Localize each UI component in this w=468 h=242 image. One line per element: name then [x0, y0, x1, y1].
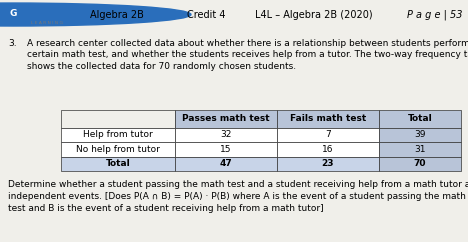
Text: 15: 15	[220, 145, 232, 154]
Text: Fails math test: Fails math test	[290, 114, 366, 123]
Bar	[175, 110, 277, 128]
Text: L4L – Algebra 2B (2020): L4L – Algebra 2B (2020)	[255, 10, 373, 20]
Text: 16: 16	[322, 145, 334, 154]
Text: A research center collected data about whether there is a relationship between s: A research center collected data about w…	[27, 39, 468, 71]
Text: No help from tutor: No help from tutor	[76, 145, 160, 154]
Text: 7: 7	[325, 130, 331, 139]
Bar	[379, 110, 461, 128]
Text: Credit 4: Credit 4	[187, 10, 225, 20]
Text: L E A R N I N G: L E A R N I N G	[31, 21, 63, 25]
Bar	[277, 110, 379, 128]
Text: 32: 32	[220, 130, 232, 139]
Circle shape	[0, 3, 191, 26]
Text: Passes math test: Passes math test	[182, 114, 270, 123]
Bar	[175, 128, 277, 142]
Text: 70: 70	[414, 159, 426, 168]
Bar	[175, 157, 277, 171]
Bar	[61, 157, 175, 171]
Bar	[379, 157, 461, 171]
Text: 47: 47	[219, 159, 232, 168]
Bar	[379, 128, 461, 142]
Bar	[379, 142, 461, 157]
Bar	[277, 142, 379, 157]
Text: P a g e | 53: P a g e | 53	[408, 10, 463, 20]
Text: G: G	[9, 9, 17, 18]
Text: lifelong: lifelong	[30, 5, 78, 15]
Text: Total: Total	[408, 114, 432, 123]
Bar	[61, 142, 175, 157]
Text: 23: 23	[322, 159, 334, 168]
Text: 31: 31	[414, 145, 426, 154]
Text: 39: 39	[414, 130, 426, 139]
Text: Total: Total	[105, 159, 130, 168]
Bar	[277, 157, 379, 171]
Text: Help from tutor: Help from tutor	[83, 130, 153, 139]
Text: Determine whether a student passing the math test and a student receiving help f: Determine whether a student passing the …	[8, 181, 468, 213]
Bar	[277, 128, 379, 142]
Bar	[175, 142, 277, 157]
Text: Algebra 2B: Algebra 2B	[90, 10, 144, 20]
Bar	[61, 128, 175, 142]
Text: 3.: 3.	[8, 39, 17, 48]
Bar	[61, 110, 175, 128]
